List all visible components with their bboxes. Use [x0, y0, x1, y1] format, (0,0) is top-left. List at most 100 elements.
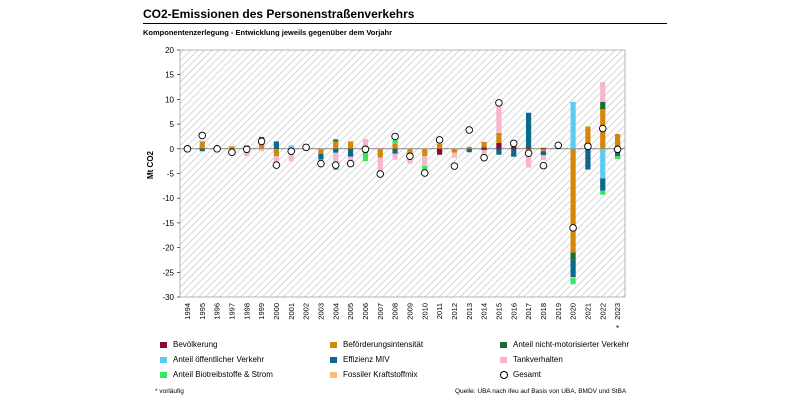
total-marker	[317, 159, 325, 168]
bar-segment	[466, 146, 472, 149]
total-marker	[332, 161, 340, 169]
x-tick-label: 2002	[302, 303, 311, 320]
bar-segment	[392, 143, 398, 149]
legend-item: Anteil öffentlicher Verkehr	[160, 355, 264, 364]
bar-segment	[540, 151, 547, 156]
legend-label: Effizienz MIV	[343, 355, 390, 364]
x-tick-label: 1994	[183, 303, 192, 320]
total-marker	[406, 152, 414, 160]
x-tick-label: 1998	[242, 303, 251, 320]
legend-item: Bevölkerung	[160, 340, 217, 349]
bar-segment	[451, 148, 458, 153]
bar-segment	[525, 156, 532, 168]
total-marker	[302, 143, 310, 152]
legend-swatch	[330, 341, 337, 348]
total-marker	[198, 131, 206, 140]
bar-segment	[585, 148, 591, 170]
bar-segment	[585, 126, 591, 149]
bar-segment	[377, 157, 383, 174]
total-marker	[613, 145, 622, 154]
total-marker	[480, 153, 488, 162]
total-marker	[435, 136, 444, 144]
legend-label: Bevölkerung	[173, 340, 218, 349]
x-tick-label: 2000	[272, 303, 281, 320]
bar-segment	[511, 146, 517, 149]
legend-label: Gesamt	[513, 370, 542, 379]
x-tick-label: 2016	[509, 303, 518, 320]
bar-segment	[525, 112, 532, 148]
x-tick-label: 2005	[346, 303, 355, 320]
total-marker	[539, 161, 548, 170]
x-tick-label: 2008	[391, 303, 400, 320]
legend-item: Beförderungsintensität	[330, 340, 423, 349]
legend-label: Fossiler Kraftstoffmix	[343, 370, 418, 379]
x-tick-label: 2010	[420, 303, 429, 320]
legend-swatch	[500, 356, 507, 363]
bar-segment	[496, 132, 502, 143]
bar-segment	[273, 148, 280, 157]
bar-segment	[333, 139, 339, 142]
bar-segment	[347, 141, 354, 149]
legend-swatch	[160, 356, 167, 363]
x-tick-label: 2011	[435, 303, 444, 319]
bar-segment	[318, 148, 324, 154]
bar-segment	[600, 82, 606, 102]
bar-segment	[511, 148, 517, 157]
bar-segment	[496, 148, 502, 155]
bar-segment	[600, 190, 606, 195]
bar-segment	[570, 277, 576, 279]
x-tick-label: 2007	[376, 303, 385, 320]
bar-segment	[199, 140, 205, 142]
y-tick-label: 5	[170, 120, 175, 129]
title-rule	[143, 23, 667, 24]
bar-segment	[570, 252, 576, 260]
y-tick-label: 15	[165, 71, 174, 80]
bar-segment	[540, 147, 547, 149]
bar-segment	[570, 259, 576, 278]
x-tick-label: 2018	[539, 303, 548, 320]
total-marker	[524, 149, 533, 157]
total-marker	[213, 145, 221, 153]
x-tick-label: 2009	[405, 303, 414, 320]
bar-segment	[199, 141, 205, 149]
x-tick-label: 1997	[227, 303, 236, 320]
legend-label: Beförderungsintensität	[343, 340, 424, 349]
legend-item: Tankverhalten	[500, 355, 563, 364]
bar-segment	[333, 152, 339, 166]
bar-segment	[481, 148, 487, 151]
total-marker	[183, 145, 192, 153]
bar-segment	[540, 155, 547, 161]
x-tick-label: 2001	[287, 303, 296, 320]
bar-segment	[570, 148, 576, 253]
x-tick-label: 1996	[213, 303, 222, 320]
bar-segment	[347, 148, 354, 157]
total-marker	[510, 139, 518, 148]
x-tick-label: 1999	[257, 303, 266, 320]
total-marker	[272, 161, 281, 169]
bar-segment	[229, 146, 235, 149]
legend-item: Gesamt	[500, 370, 541, 379]
y-tick-label: -15	[162, 219, 174, 228]
y-tick-label: 0	[170, 145, 175, 154]
y-tick-label: 10	[165, 95, 174, 104]
bar-segment	[392, 139, 398, 144]
y-tick-label: -30	[162, 293, 174, 302]
source-note: Quelle: UBA nach ifeu auf Basis von UBA,…	[455, 388, 627, 395]
x-tick-label: 2012	[450, 303, 459, 320]
bar-segment	[600, 101, 606, 110]
y-tick-label: -20	[162, 244, 174, 253]
bar-segment	[273, 156, 280, 167]
legend-circle-swatch	[500, 370, 508, 379]
bar-segment	[570, 101, 576, 149]
bar-segment	[392, 153, 398, 160]
bar-segment	[481, 147, 487, 149]
total-marker	[599, 124, 607, 133]
bar-segment	[600, 148, 606, 179]
x-tick-label: 2022	[598, 303, 607, 320]
bar-segment	[481, 141, 487, 148]
bar-segment	[570, 278, 576, 285]
bar-segment	[600, 178, 606, 191]
bar-segment	[481, 150, 487, 157]
bar-segment	[362, 138, 369, 149]
x-tick-label: 2003	[316, 303, 325, 320]
